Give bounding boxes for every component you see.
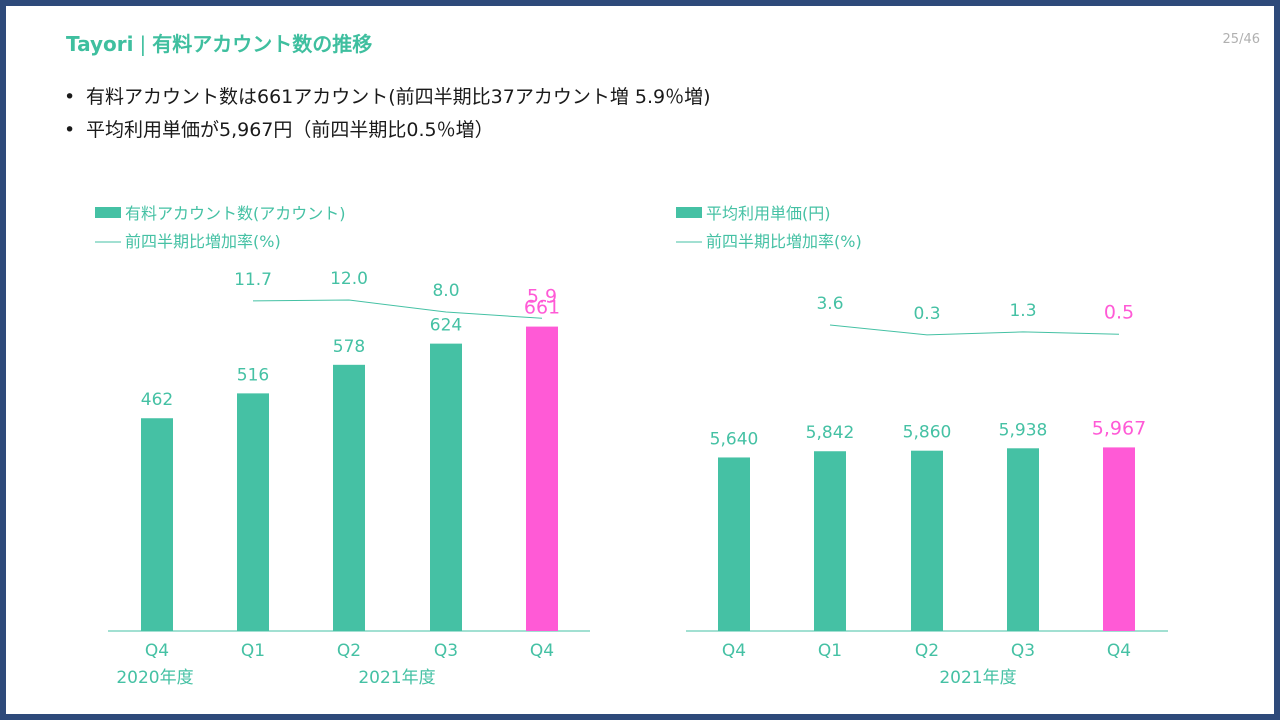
growth-rate-label: 3.6 <box>816 294 843 314</box>
bar <box>911 450 943 631</box>
bar <box>237 393 269 631</box>
legend-label-line: 前四半期比増加率(%) <box>706 232 862 251</box>
bar <box>141 418 173 631</box>
x-tick-label: Q2 <box>337 641 361 661</box>
bullet-text: 有料アカウント数は661アカウント(前四半期比37アカウント増 5.9％増) <box>86 86 711 108</box>
x-tick-label: Q4 <box>145 641 169 661</box>
legend-label-line: 前四半期比増加率(%) <box>125 232 281 251</box>
x-tick-label: Q4 <box>1107 641 1131 661</box>
x-year-label: 2021年度 <box>358 668 435 688</box>
bullet-list: • 有料アカウント数は661アカウント(前四半期比37アカウント増 5.9％増) … <box>64 84 711 150</box>
bar-value-label: 5,967 <box>1092 417 1146 439</box>
x-year-label: 2020年度 <box>116 668 193 688</box>
bar <box>526 326 558 631</box>
growth-rate-label: 0.5 <box>1104 301 1134 323</box>
legend-swatch-bar <box>676 207 702 218</box>
title-text: 有料アカウント数の推移 <box>152 32 373 56</box>
bullet-dot: • <box>64 86 76 108</box>
x-tick-label: Q4 <box>530 641 554 661</box>
growth-rate-label: 1.3 <box>1009 301 1036 321</box>
bar-value-label: 5,938 <box>999 420 1048 440</box>
growth-rate-label: 8.0 <box>432 281 459 301</box>
bullet-dot: • <box>64 119 76 141</box>
x-tick-label: Q1 <box>241 641 265 661</box>
legend-label-bar: 平均利用単価(円) <box>706 204 831 223</box>
legend-label-bar: 有料アカウント数(アカウント) <box>125 204 346 223</box>
title-separator: | <box>139 32 147 56</box>
x-tick-label: Q3 <box>1011 641 1035 661</box>
bar-value-label: 516 <box>237 365 269 385</box>
legend-swatch-bar <box>95 207 121 218</box>
paid-accounts-chart: 有料アカウント数(アカウント) 前四半期比増加率(%) 462 Q4 516 Q1 578 Q… <box>95 204 590 688</box>
growth-rate-label: 0.3 <box>913 304 940 324</box>
x-tick-label: Q3 <box>434 641 458 661</box>
growth-rate-label: 11.7 <box>234 270 272 290</box>
x-tick-label: Q2 <box>915 641 939 661</box>
bar <box>718 457 750 631</box>
growth-rate-line <box>829 324 1120 336</box>
bullet-item: • 平均利用単価が5,967円（前四半期比0.5％増） <box>64 117 711 150</box>
bullet-text: 平均利用単価が5,967円（前四半期比0.5％増） <box>86 119 494 141</box>
page-number: 25/46 <box>1222 32 1260 47</box>
page-title: Tayori | 有料アカウント数の推移 <box>66 28 372 57</box>
bar-value-label: 5,842 <box>806 423 855 443</box>
avg-price-chart: 平均利用単価(円) 前四半期比増加率(%) 5,640 Q4 5,842 Q1 5,860 Q… <box>676 204 1168 688</box>
x-tick-label: Q4 <box>722 641 746 661</box>
bar-value-label: 462 <box>141 390 173 410</box>
bar-value-label: 5,640 <box>710 429 759 449</box>
growth-rate-line <box>252 299 543 319</box>
growth-rate-label: 12.0 <box>330 269 368 289</box>
bar <box>430 343 462 631</box>
bar-value-label: 624 <box>430 316 462 336</box>
bullet-item: • 有料アカウント数は661アカウント(前四半期比37アカウント増 5.9％増) <box>64 84 711 117</box>
growth-rate-label: 5.9 <box>527 285 557 307</box>
bar <box>1007 448 1039 631</box>
bar <box>1103 447 1135 631</box>
brand-name: Tayori <box>66 32 134 56</box>
bar-value-label: 5,860 <box>903 423 952 443</box>
bar <box>333 364 365 631</box>
bar <box>814 451 846 631</box>
x-tick-label: Q1 <box>818 641 842 661</box>
bar-value-label: 661 <box>524 297 560 319</box>
x-year-label: 2021年度 <box>939 668 1016 688</box>
bar-value-label: 578 <box>333 337 365 357</box>
